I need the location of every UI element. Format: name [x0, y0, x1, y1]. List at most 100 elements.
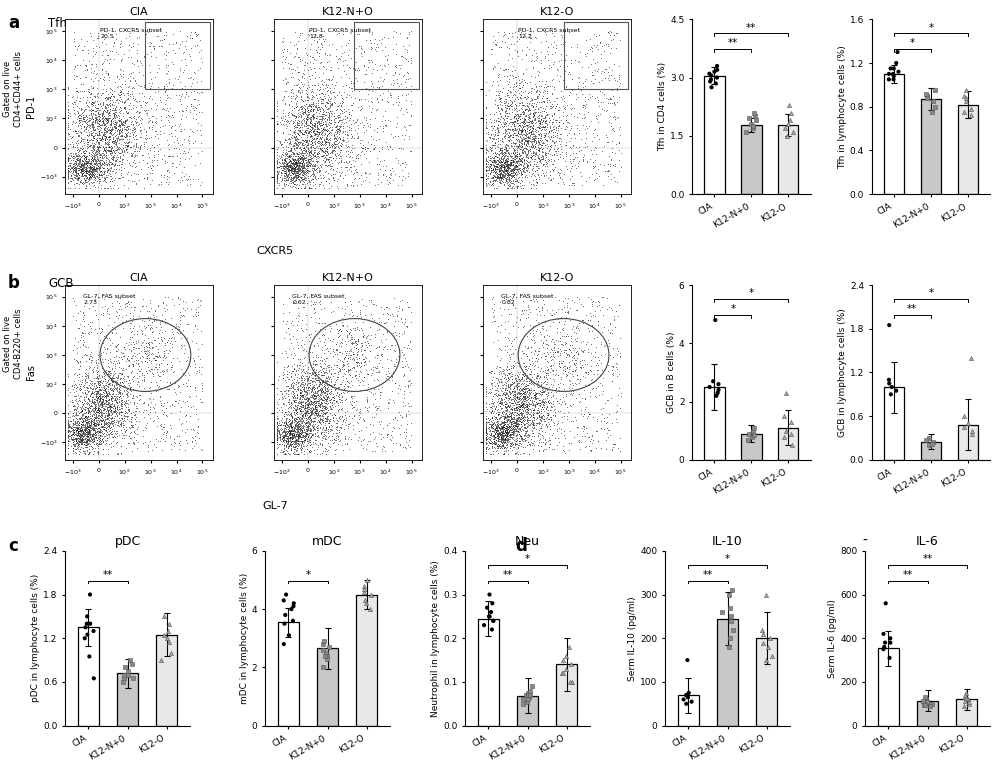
Point — [519, 414, 535, 426]
Point — [292, 136, 308, 148]
Point — [112, 405, 128, 418]
Point — [104, 408, 120, 420]
Point — [283, 435, 299, 447]
Point — [320, 153, 336, 165]
Point — [702, 381, 718, 393]
Point — [504, 373, 520, 385]
Point — [532, 397, 548, 409]
Point — [77, 432, 93, 445]
Point — [90, 445, 106, 457]
Point — [484, 440, 500, 452]
Point — [500, 32, 516, 44]
Point — [550, 335, 566, 347]
Point — [320, 409, 336, 422]
Point — [83, 165, 99, 178]
Point — [138, 345, 154, 357]
Point — [485, 171, 501, 183]
Bar — [917, 700, 938, 726]
Point — [514, 137, 530, 149]
Point — [554, 93, 570, 105]
Point — [556, 347, 572, 359]
Point — [294, 389, 310, 401]
Point — [119, 388, 135, 400]
Point — [104, 141, 120, 154]
Point — [88, 388, 104, 400]
Point — [99, 434, 115, 446]
Point — [544, 88, 560, 100]
Point — [511, 136, 527, 148]
Point — [302, 153, 318, 165]
Point — [296, 165, 312, 178]
Point — [499, 439, 515, 452]
Point — [367, 179, 383, 191]
Point — [187, 320, 203, 332]
Point — [280, 107, 296, 119]
Point — [117, 117, 133, 130]
Point — [318, 73, 334, 85]
Point — [170, 379, 186, 391]
Point — [299, 405, 315, 418]
Point — [285, 436, 301, 449]
Point — [99, 164, 115, 177]
Point — [86, 64, 102, 76]
Point — [564, 323, 580, 335]
Point — [511, 385, 527, 398]
Point — [343, 164, 359, 177]
Point — [83, 435, 99, 447]
Point — [957, 689, 973, 701]
Point — [147, 116, 163, 128]
Point — [134, 324, 150, 337]
Point — [160, 46, 176, 58]
Point — [96, 124, 112, 136]
Point — [530, 132, 546, 144]
Point — [609, 416, 625, 428]
Point — [313, 113, 329, 126]
Point — [295, 127, 311, 140]
Point — [128, 106, 144, 118]
Point — [94, 171, 110, 183]
Point — [111, 384, 127, 397]
Point — [86, 162, 102, 174]
Point — [311, 103, 327, 115]
Point — [60, 160, 76, 172]
Point — [499, 420, 515, 432]
Point — [313, 378, 329, 390]
Point — [85, 432, 101, 444]
Point — [323, 113, 339, 126]
Point — [508, 149, 524, 161]
Point — [78, 425, 94, 438]
Point — [295, 169, 311, 181]
Point — [319, 124, 335, 137]
Point — [478, 424, 494, 436]
Point — [60, 162, 76, 174]
Point — [338, 337, 354, 350]
Point — [380, 143, 396, 155]
Point — [478, 447, 494, 459]
Point — [321, 153, 337, 165]
Point — [316, 635, 332, 648]
Point — [533, 151, 549, 164]
Point — [531, 96, 547, 108]
Point — [498, 125, 514, 137]
Point — [278, 413, 294, 425]
Point — [98, 102, 114, 114]
Point — [114, 376, 130, 388]
Point — [611, 80, 627, 93]
Point — [85, 162, 101, 174]
Point — [107, 130, 123, 143]
Point — [710, 378, 726, 391]
Point — [528, 137, 544, 149]
Point — [99, 105, 115, 117]
Point — [172, 64, 188, 76]
Point — [290, 396, 306, 408]
Point — [304, 384, 320, 396]
Point — [485, 163, 501, 175]
Point — [86, 424, 102, 436]
Point — [525, 111, 541, 124]
Point — [479, 428, 495, 441]
Point — [273, 151, 289, 163]
Point — [189, 323, 205, 336]
Point — [60, 164, 76, 176]
Point — [335, 320, 351, 332]
Point — [492, 382, 508, 394]
